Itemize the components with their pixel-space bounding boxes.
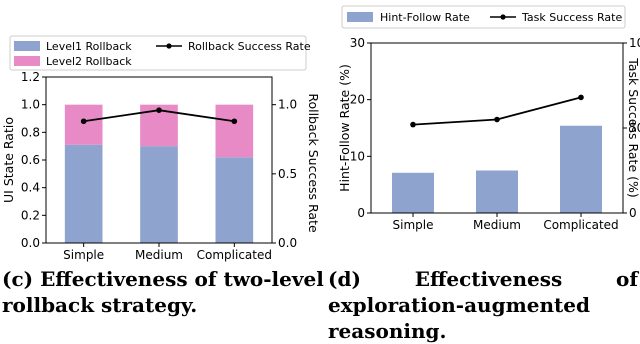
- chart-d-axes: 0 10 20 30 0 50 100 Simple Medium Complicated: [350, 36, 640, 232]
- y-tick-label: 1.2: [21, 70, 40, 84]
- x-tick-label: Complicated: [543, 218, 618, 232]
- legend-label-level1: Level1 Rollback: [46, 40, 132, 53]
- marker-medium: [156, 107, 162, 113]
- legend-swatch-hint-follow: [347, 12, 373, 22]
- legend-swatch-level2: [14, 56, 40, 66]
- legend-label-rollback-success: Rollback Success Rate: [188, 40, 311, 53]
- x-tick-label: Medium: [473, 218, 521, 232]
- x-tick-label: Complicated: [197, 248, 272, 262]
- y2-tick-label: 0.0: [278, 236, 297, 250]
- x-tick-label: Simple: [63, 248, 104, 262]
- charts-canvas: Level1 Rollback Level2 Rollback Rollback…: [1, 5, 640, 262]
- y-tick-label: 20: [350, 93, 365, 107]
- bar-level2-rollback-simple: [64, 104, 103, 145]
- x-tick-label: Simple: [393, 218, 434, 232]
- legend-frame: [341, 5, 626, 29]
- chart-c-line: [80, 107, 238, 125]
- bar-level2-rollback-complicated: [215, 104, 254, 158]
- legend-swatch-level1: [14, 41, 40, 51]
- y-tick-label: 0.4: [21, 181, 40, 195]
- y2-tick-label: 0.5: [278, 167, 297, 181]
- caption-d-label: (d): [328, 267, 361, 291]
- y2-tick-label: 100: [629, 36, 640, 50]
- y2-tick-label: 0: [629, 206, 637, 220]
- bar-level1-rollback-simple: [64, 144, 103, 243]
- bar-level1-rollback-medium: [140, 146, 178, 243]
- legend-frame: [9, 35, 307, 71]
- legend-swatch-task-success-marker: [500, 14, 506, 20]
- chart-d-y-axis-label: Hint-Follow Rate (%): [337, 64, 352, 192]
- chart-c-y-axis-label: UI State Ratio: [1, 117, 16, 203]
- marker-simple: [80, 118, 87, 125]
- chart-c-axes: 0.0 0.2 0.4 0.6 0.8 1.0 1.2 0.0 0.5 1.0 Simple Medi…: [21, 70, 297, 262]
- x-tick-label: Medium: [135, 248, 183, 262]
- marker-complicated: [231, 118, 238, 125]
- caption-d-rest: exploration-augmented reasoning.: [328, 293, 590, 343]
- marker-medium: [494, 116, 500, 123]
- y-tick-label: 0: [357, 206, 365, 220]
- y-tick-label: 10: [350, 149, 365, 163]
- bar-hint-follow-rate-medium: [476, 170, 518, 213]
- caption-d-word2: of: [616, 267, 638, 291]
- caption-d-first-line: (d) Effectiveness of: [328, 266, 638, 292]
- marker-complicated: [578, 94, 584, 101]
- y2-tick-label: 1.0: [278, 98, 297, 112]
- chart-d-bars: [392, 125, 602, 213]
- chart-c-bars: [64, 104, 254, 243]
- caption-d: (d) Effectiveness of exploration-augment…: [328, 266, 638, 344]
- chart-d-legend: Hint-Follow Rate Task Success Rate: [341, 5, 626, 29]
- caption-c: (c) Effectiveness of two-level rollback …: [2, 267, 324, 317]
- y-tick-label: 0.2: [21, 208, 40, 222]
- y-tick-label: 0.6: [21, 153, 40, 167]
- legend-label-hint-follow: Hint-Follow Rate: [380, 11, 470, 24]
- chart-c-y2-axis-label: Rollback Success Rate: [306, 93, 321, 233]
- y-tick-label: 0.0: [21, 236, 40, 250]
- legend-swatch-rollback-marker: [166, 43, 172, 49]
- bar-hint-follow-rate-complicated: [560, 125, 602, 213]
- caption-d-word1: Effectiveness: [414, 267, 563, 291]
- y-tick-label: 30: [350, 36, 365, 50]
- chart-d-line: [410, 94, 584, 128]
- bar-hint-follow-rate-simple: [392, 172, 434, 213]
- y-tick-label: 0.8: [21, 125, 40, 139]
- y2-tick-label: 50: [629, 121, 640, 135]
- bar-level1-rollback-complicated: [215, 157, 254, 243]
- chart-d-y2-axis-label: Task Success Rate (%): [626, 57, 640, 198]
- y-tick-label: 1.0: [21, 98, 40, 112]
- legend-label-level2: Level2 Rollback: [46, 55, 132, 68]
- chart-c-legend: Level1 Rollback Level2 Rollback Rollback…: [9, 35, 311, 71]
- chart-hint-follow: Hint-Follow Rate Task Success Rate 0 10 20…: [337, 5, 640, 232]
- chart-rollback: Level1 Rollback Level2 Rollback Rollback…: [1, 35, 321, 262]
- marker-simple: [410, 121, 416, 128]
- legend-label-task-success: Task Success Rate: [521, 11, 622, 24]
